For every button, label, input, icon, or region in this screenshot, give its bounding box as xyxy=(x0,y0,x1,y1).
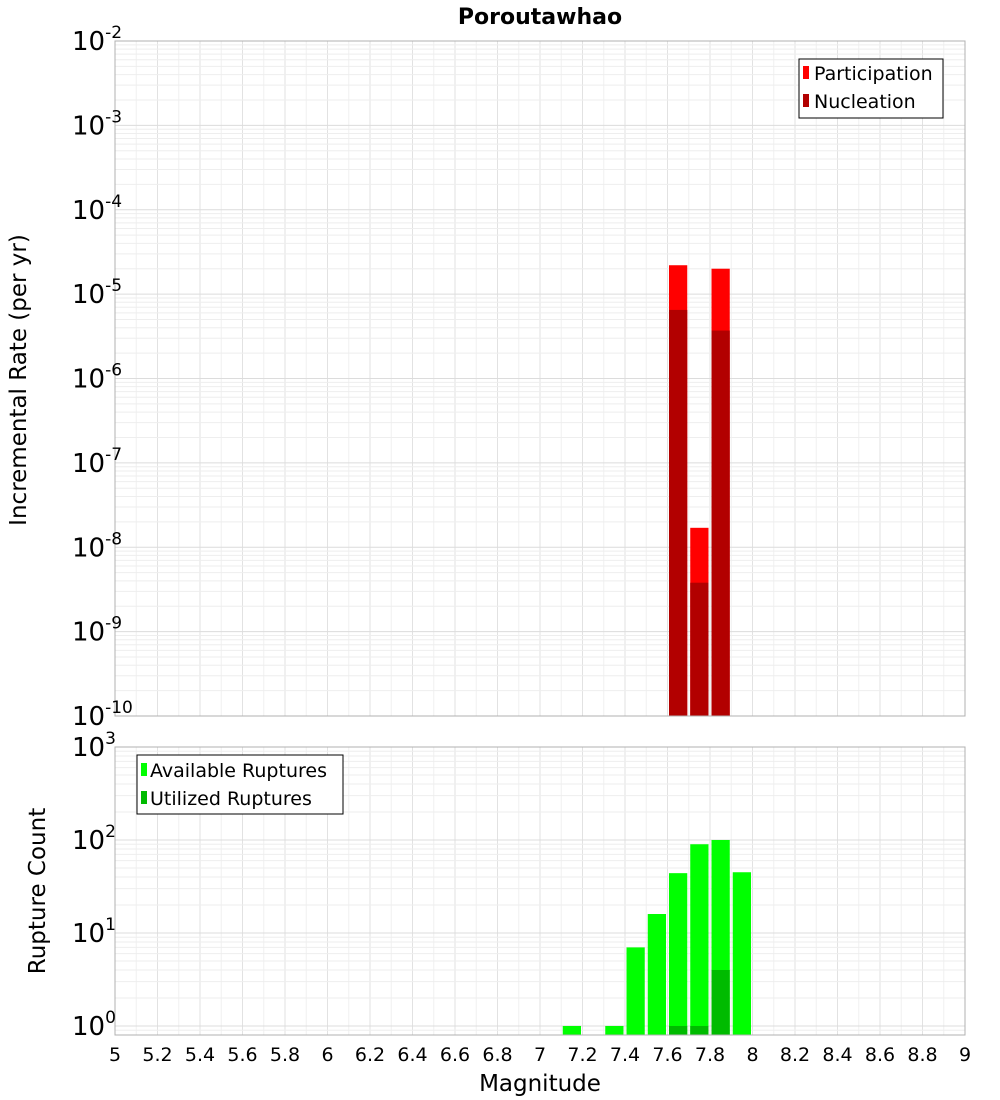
y-tick-label: 10-10 xyxy=(72,698,133,732)
x-tick-label: 8.2 xyxy=(780,1044,810,1066)
bar-available-ruptures xyxy=(605,1025,624,1035)
x-tick-label: 6.4 xyxy=(397,1044,427,1066)
bar-available-ruptures xyxy=(647,914,666,1035)
legend-swatch-nucleation xyxy=(803,94,809,107)
legend-label-participation: Participation xyxy=(814,63,933,85)
y-tick-label: 10-5 xyxy=(72,276,122,310)
y-tick-label: 10-8 xyxy=(72,529,122,563)
x-tick-label: 5.6 xyxy=(227,1044,257,1066)
bottom-y-axis-label: Rupture Count xyxy=(25,808,51,974)
x-tick-label: 6.2 xyxy=(355,1044,385,1066)
x-tick-label: 5 xyxy=(109,1044,121,1066)
legend-label-utilized-ruptures: Utilized Ruptures xyxy=(150,788,312,810)
x-axis-label: Magnitude xyxy=(479,1071,601,1097)
x-tick-label: 5.8 xyxy=(270,1044,300,1066)
x-tick-label: 5.4 xyxy=(185,1044,215,1066)
x-tick-label: 9 xyxy=(959,1044,971,1066)
y-tick-label: 100 xyxy=(72,1008,116,1042)
bar-available-ruptures xyxy=(562,1025,581,1035)
y-tick-label: 10-2 xyxy=(72,23,122,57)
bar-nucleation xyxy=(711,330,730,716)
x-tick-label: 6 xyxy=(321,1044,333,1066)
y-tick-label: 101 xyxy=(72,915,116,949)
x-tick-label: 7.8 xyxy=(695,1044,725,1066)
bottom-bars xyxy=(562,839,751,1035)
top-plot-frame xyxy=(114,40,966,717)
y-tick-label: 10-3 xyxy=(72,107,122,141)
top-grid xyxy=(114,40,966,717)
y-tick-label: 10-9 xyxy=(72,614,122,648)
y-tick-label: 10-4 xyxy=(72,192,122,226)
bottom-panel: 100 101 102 103 5 5.2 5.4 5.6 5.8 6 6.2 6.4 6.6 6.8 7… xyxy=(25,729,971,1097)
x-tick-label: 7 xyxy=(534,1044,546,1066)
legend-swatch-available-ruptures xyxy=(141,763,147,776)
x-tick-label: 5.2 xyxy=(142,1044,172,1066)
bar-utilized-ruptures xyxy=(711,969,730,1035)
top-panel: 10-10 10-9 10-8 10-7 10-6 10-5 10-4 10-3 10-2 In… xyxy=(6,23,966,732)
x-tick-label: 6.8 xyxy=(482,1044,512,1066)
legend-label-available-ruptures: Available Ruptures xyxy=(150,760,327,782)
x-tick-label: 7.6 xyxy=(652,1044,682,1066)
x-tick-label: 7.2 xyxy=(567,1044,597,1066)
y-tick-label: 10-6 xyxy=(72,361,122,395)
top-legend: Participation Nucleation xyxy=(798,58,944,119)
bar-available-ruptures xyxy=(732,872,751,1035)
bar-utilized-ruptures xyxy=(690,1025,709,1035)
legend-swatch-participation xyxy=(803,66,809,79)
y-tick-label: 102 xyxy=(72,822,116,856)
bar-utilized-ruptures xyxy=(669,1025,688,1035)
bottom-legend: Available Ruptures Utilized Ruptures xyxy=(136,754,344,815)
bar-available-ruptures xyxy=(690,844,709,1035)
chart-title: Poroutawhao xyxy=(458,5,622,30)
y-tick-label: 103 xyxy=(72,729,116,763)
bottom-y-tick-labels: 100 101 102 103 xyxy=(72,729,116,1042)
x-tick-label: 7.4 xyxy=(610,1044,640,1066)
legend-swatch-utilized-ruptures xyxy=(141,791,147,804)
x-tick-label: 6.6 xyxy=(440,1044,470,1066)
bar-nucleation xyxy=(669,309,688,716)
x-tick-label: 8.8 xyxy=(907,1044,937,1066)
bar-available-ruptures xyxy=(626,947,645,1035)
legend-label-nucleation: Nucleation xyxy=(814,91,916,113)
top-bars xyxy=(669,265,730,716)
top-y-axis-label: Incremental Rate (per yr) xyxy=(6,234,32,526)
bar-available-ruptures xyxy=(669,873,688,1035)
top-legend-box xyxy=(798,58,944,119)
x-tick-label: 8 xyxy=(746,1044,758,1066)
x-tick-labels: 5 5.2 5.4 5.6 5.8 6 6.2 6.4 6.6 6.8 7 7.2 7.4 7.6 7.8 8… xyxy=(109,1044,971,1066)
bottom-legend-box xyxy=(136,754,344,815)
bottom-plot-frame xyxy=(114,746,966,1036)
x-tick-label: 8.6 xyxy=(865,1044,895,1066)
y-tick-label: 10-7 xyxy=(72,445,122,479)
top-y-tick-labels: 10-10 10-9 10-8 10-7 10-6 10-5 10-4 10-3 10-2 xyxy=(72,23,133,732)
bar-nucleation xyxy=(690,582,709,716)
x-tick-label: 8.4 xyxy=(822,1044,852,1066)
